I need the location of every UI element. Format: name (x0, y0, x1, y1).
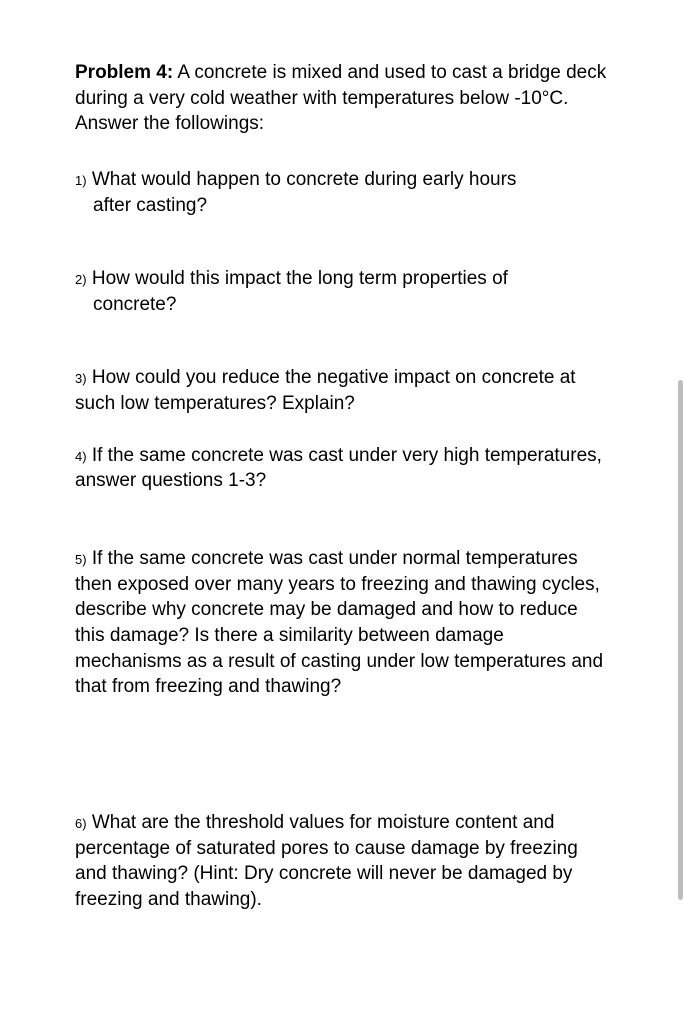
question-4-text: If the same concrete was cast under very… (75, 445, 602, 492)
question-1-marker: 1) (75, 173, 87, 188)
question-5-marker: 5) (75, 552, 87, 567)
question-6: 6) What are the threshold values for moi… (75, 810, 610, 913)
question-2-line2: concrete? (93, 292, 610, 318)
question-1: 1) What would happen to concrete during … (75, 167, 610, 218)
question-1-line2: after casting? (93, 193, 610, 219)
question-2: 2) How would this impact the long term p… (75, 266, 610, 317)
document-page: Problem 4: A concrete is mixed and used … (0, 0, 685, 1020)
problem-label: Problem 4: (75, 62, 173, 83)
question-1-text-a: What would happen to concrete during ear… (87, 169, 517, 190)
question-3-marker: 3) (75, 371, 87, 386)
question-5-text: If the same concrete was cast under norm… (75, 548, 603, 697)
question-2-line1: 2) How would this impact the long term p… (75, 266, 610, 292)
problem-title-block: Problem 4: A concrete is mixed and used … (75, 60, 610, 137)
question-4-marker: 4) (75, 449, 87, 464)
question-3: 3) How could you reduce the negative imp… (75, 365, 610, 416)
scrollbar-thumb[interactable] (678, 380, 683, 900)
question-3-text: How could you reduce the negative impact… (75, 367, 576, 414)
question-1-line1: 1) What would happen to concrete during … (75, 167, 610, 193)
question-4: 4) If the same concrete was cast under v… (75, 443, 610, 494)
question-2-text-a: How would this impact the long term prop… (87, 268, 508, 289)
question-6-text: What are the threshold values for moistu… (75, 812, 578, 910)
question-5: 5) If the same concrete was cast under n… (75, 546, 610, 700)
question-2-marker: 2) (75, 272, 87, 287)
question-6-marker: 6) (75, 816, 87, 831)
